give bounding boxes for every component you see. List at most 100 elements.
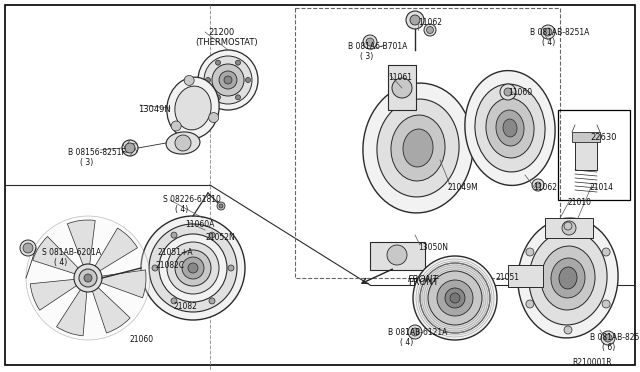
Circle shape bbox=[224, 76, 232, 84]
Ellipse shape bbox=[363, 83, 473, 213]
Circle shape bbox=[428, 271, 482, 325]
Circle shape bbox=[564, 326, 572, 334]
Text: 11062: 11062 bbox=[533, 183, 557, 192]
Circle shape bbox=[450, 293, 460, 303]
Wedge shape bbox=[33, 237, 88, 278]
Circle shape bbox=[602, 300, 610, 308]
Circle shape bbox=[20, 240, 36, 256]
Circle shape bbox=[26, 216, 150, 340]
Text: B 08156-8251F: B 08156-8251F bbox=[68, 148, 126, 157]
Bar bbox=[508, 265, 543, 287]
Circle shape bbox=[535, 182, 541, 188]
Text: 21010: 21010 bbox=[568, 198, 592, 207]
Text: 21082C: 21082C bbox=[155, 261, 184, 270]
Text: B 081AB-8251A: B 081AB-8251A bbox=[590, 333, 640, 342]
Ellipse shape bbox=[551, 258, 585, 298]
Circle shape bbox=[167, 242, 219, 294]
Circle shape bbox=[184, 76, 194, 86]
Circle shape bbox=[74, 264, 102, 292]
Circle shape bbox=[437, 280, 473, 316]
Wedge shape bbox=[88, 278, 130, 333]
Circle shape bbox=[152, 265, 158, 271]
Circle shape bbox=[411, 328, 419, 336]
Text: 21060: 21060 bbox=[130, 335, 154, 344]
Text: 21082: 21082 bbox=[173, 302, 197, 311]
Circle shape bbox=[408, 325, 422, 339]
Circle shape bbox=[159, 234, 227, 302]
Circle shape bbox=[366, 38, 374, 46]
Text: S 081AB-6201A: S 081AB-6201A bbox=[42, 248, 101, 257]
Text: 21014: 21014 bbox=[590, 183, 614, 192]
Wedge shape bbox=[88, 228, 138, 278]
Circle shape bbox=[141, 216, 245, 320]
Circle shape bbox=[410, 15, 420, 25]
Text: 21200: 21200 bbox=[208, 28, 234, 37]
Circle shape bbox=[209, 298, 215, 304]
Ellipse shape bbox=[403, 129, 433, 167]
Bar bbox=[370, 242, 425, 270]
Text: FRONT: FRONT bbox=[408, 278, 438, 287]
Circle shape bbox=[204, 56, 252, 104]
Circle shape bbox=[541, 25, 555, 39]
Ellipse shape bbox=[541, 246, 595, 310]
Text: 11061: 11061 bbox=[388, 73, 412, 82]
Ellipse shape bbox=[496, 110, 524, 146]
Circle shape bbox=[84, 274, 92, 282]
Bar bbox=[388, 65, 416, 110]
Text: ( 4): ( 4) bbox=[542, 38, 556, 47]
Text: 22630: 22630 bbox=[590, 133, 616, 142]
Circle shape bbox=[171, 121, 181, 131]
Circle shape bbox=[504, 88, 512, 96]
Text: 21052N: 21052N bbox=[205, 233, 235, 242]
Bar bbox=[545, 218, 593, 238]
Circle shape bbox=[363, 35, 377, 49]
Circle shape bbox=[601, 331, 615, 345]
Bar bbox=[295, 8, 560, 278]
Circle shape bbox=[122, 140, 138, 156]
Circle shape bbox=[171, 298, 177, 304]
Circle shape bbox=[426, 26, 433, 33]
Circle shape bbox=[175, 135, 191, 151]
Wedge shape bbox=[88, 270, 146, 298]
Ellipse shape bbox=[559, 267, 577, 289]
Text: ( 3): ( 3) bbox=[360, 52, 373, 61]
Text: ( 6): ( 6) bbox=[602, 343, 615, 352]
Ellipse shape bbox=[391, 115, 445, 181]
Ellipse shape bbox=[475, 84, 545, 172]
Circle shape bbox=[175, 250, 211, 286]
Circle shape bbox=[236, 95, 241, 100]
Text: (THERMOSTAT): (THERMOSTAT) bbox=[195, 38, 258, 47]
Text: ( 4): ( 4) bbox=[175, 205, 188, 214]
Circle shape bbox=[602, 248, 610, 256]
Circle shape bbox=[149, 224, 237, 312]
Circle shape bbox=[604, 334, 612, 342]
Wedge shape bbox=[30, 278, 88, 310]
Ellipse shape bbox=[167, 77, 219, 139]
Circle shape bbox=[209, 232, 215, 238]
Text: 21051: 21051 bbox=[495, 273, 519, 282]
Circle shape bbox=[236, 60, 241, 65]
Circle shape bbox=[500, 84, 516, 100]
Circle shape bbox=[219, 204, 223, 208]
Circle shape bbox=[544, 28, 552, 36]
Circle shape bbox=[526, 248, 534, 256]
Text: 11060: 11060 bbox=[508, 88, 532, 97]
Ellipse shape bbox=[377, 99, 459, 197]
Ellipse shape bbox=[529, 231, 607, 325]
Circle shape bbox=[198, 50, 258, 110]
Circle shape bbox=[424, 24, 436, 36]
Circle shape bbox=[23, 243, 33, 253]
Circle shape bbox=[387, 245, 407, 265]
Circle shape bbox=[217, 202, 225, 210]
Text: 13049N: 13049N bbox=[138, 105, 171, 114]
Text: 11060A: 11060A bbox=[185, 220, 214, 229]
Text: R210001R: R210001R bbox=[572, 358, 612, 367]
Bar bbox=[575, 140, 597, 170]
Text: FRONT: FRONT bbox=[408, 275, 439, 284]
Wedge shape bbox=[56, 278, 88, 336]
Wedge shape bbox=[67, 220, 95, 278]
Text: 11062: 11062 bbox=[418, 18, 442, 27]
Text: ( 4): ( 4) bbox=[54, 258, 67, 267]
Circle shape bbox=[216, 60, 221, 65]
Text: S 08226-61810: S 08226-61810 bbox=[163, 195, 221, 204]
